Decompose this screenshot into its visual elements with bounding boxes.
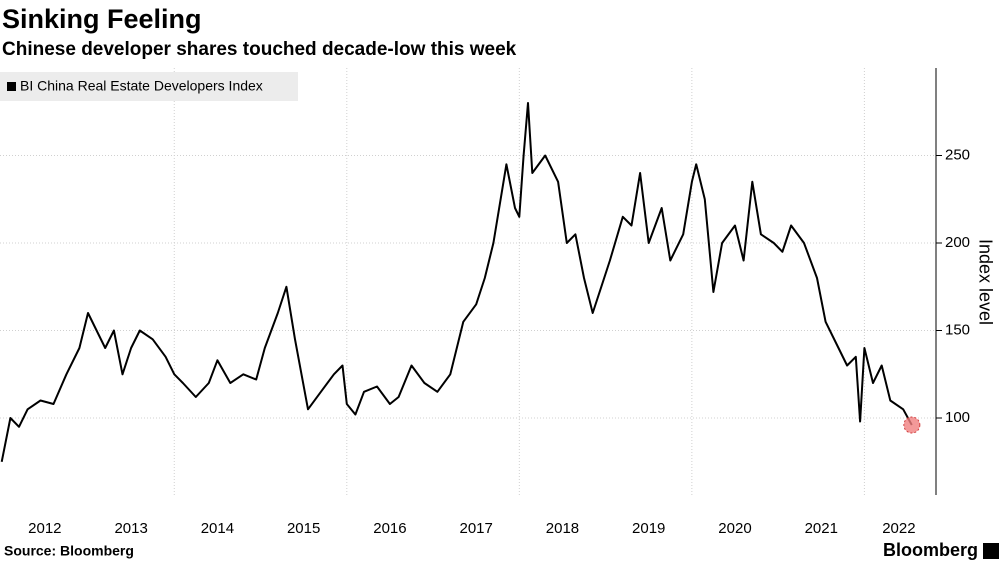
x-tick-label: 2020 [718,520,751,537]
highlight-point [903,416,921,434]
x-tick-label: 2015 [287,520,320,537]
x-tick-label: 2018 [546,520,579,537]
legend-box [0,72,298,101]
y-tick-label: 250 [945,146,970,163]
y-tick-label: 100 [945,409,970,426]
x-tick-label: 2021 [805,520,838,537]
line-series [0,102,913,462]
legend-label: BI China Real Estate Developers Index [20,78,263,94]
brand: Bloomberg [883,540,978,560]
x-tick-label: 2013 [114,520,147,537]
y-tick-label: 150 [945,321,970,338]
x-tick-label: 2012 [28,520,61,537]
x-tick-label: 2017 [460,520,493,537]
chart-subtitle: Chinese developer shares touched decade-… [2,39,517,60]
y-axis-label: Index level [975,239,995,325]
chart-title: Sinking Feeling [2,4,202,34]
x-tick-label: 2016 [373,520,406,537]
x-tick-label: 2022 [882,520,915,537]
y-tick-label: 200 [945,234,970,251]
x-tick-label: 2019 [632,520,665,537]
brand-icon [983,543,999,559]
x-tick-label: 2014 [201,520,234,537]
legend-swatch [7,82,16,91]
source: Source: Bloomberg [4,543,134,559]
